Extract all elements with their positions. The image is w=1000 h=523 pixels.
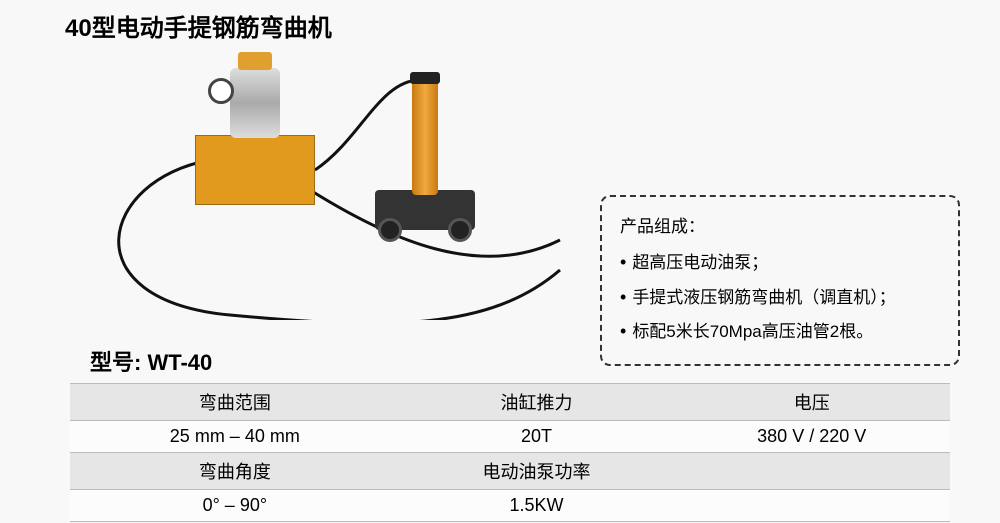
table-cell: 电动油泵功率 <box>400 453 674 490</box>
table-row: 弯曲范围 油缸推力 电压 <box>70 384 950 421</box>
product-illustration <box>60 40 580 320</box>
model-value: WT-40 <box>147 350 212 375</box>
callout-item: 超高压电动油泵； <box>620 245 940 279</box>
table-cell: 380 V / 220 V <box>673 421 950 453</box>
callout-item: 手提式液压钢筋弯曲机（调直机）； <box>620 280 940 314</box>
table-cell: 弯曲范围 <box>70 384 400 421</box>
motor <box>230 68 280 138</box>
table-cell <box>673 453 950 490</box>
cylinder-cap <box>410 72 440 84</box>
motor-top <box>238 52 272 70</box>
model-line: 型号: WT-40 <box>90 345 212 377</box>
pressure-gauge <box>208 78 234 104</box>
table-cell: 20T <box>400 421 674 453</box>
table-row: 0° – 90° 1.5KW <box>70 490 950 522</box>
table-cell: 0° – 90° <box>70 490 400 522</box>
table-row: 25 mm – 40 mm 20T 380 V / 220 V <box>70 421 950 453</box>
table-cell: 电压 <box>673 384 950 421</box>
table-row: 弯曲角度 电动油泵功率 <box>70 453 950 490</box>
page-title: 40型电动手提钢筋弯曲机 <box>65 8 332 43</box>
table-cell: 弯曲角度 <box>70 453 400 490</box>
pump-base <box>195 135 315 205</box>
table-cell: 1.5KW <box>400 490 674 522</box>
table-cell <box>673 490 950 522</box>
hydraulic-cylinder <box>412 80 438 195</box>
callout-title: 产品组成： <box>620 211 940 243</box>
hose-lines <box>60 40 580 320</box>
callout-item: 标配5米长70Mpa高压油管2根。 <box>620 314 940 348</box>
components-callout: 产品组成： 超高压电动油泵； 手提式液压钢筋弯曲机（调直机）； 标配5米长70M… <box>600 195 960 366</box>
bender-wheel <box>378 218 402 242</box>
model-label: 型号: <box>90 350 141 375</box>
table-cell: 油缸推力 <box>400 384 674 421</box>
spec-table: 弯曲范围 油缸推力 电压 25 mm – 40 mm 20T 380 V / 2… <box>70 383 950 522</box>
table-cell: 25 mm – 40 mm <box>70 421 400 453</box>
bender-wheel <box>448 218 472 242</box>
